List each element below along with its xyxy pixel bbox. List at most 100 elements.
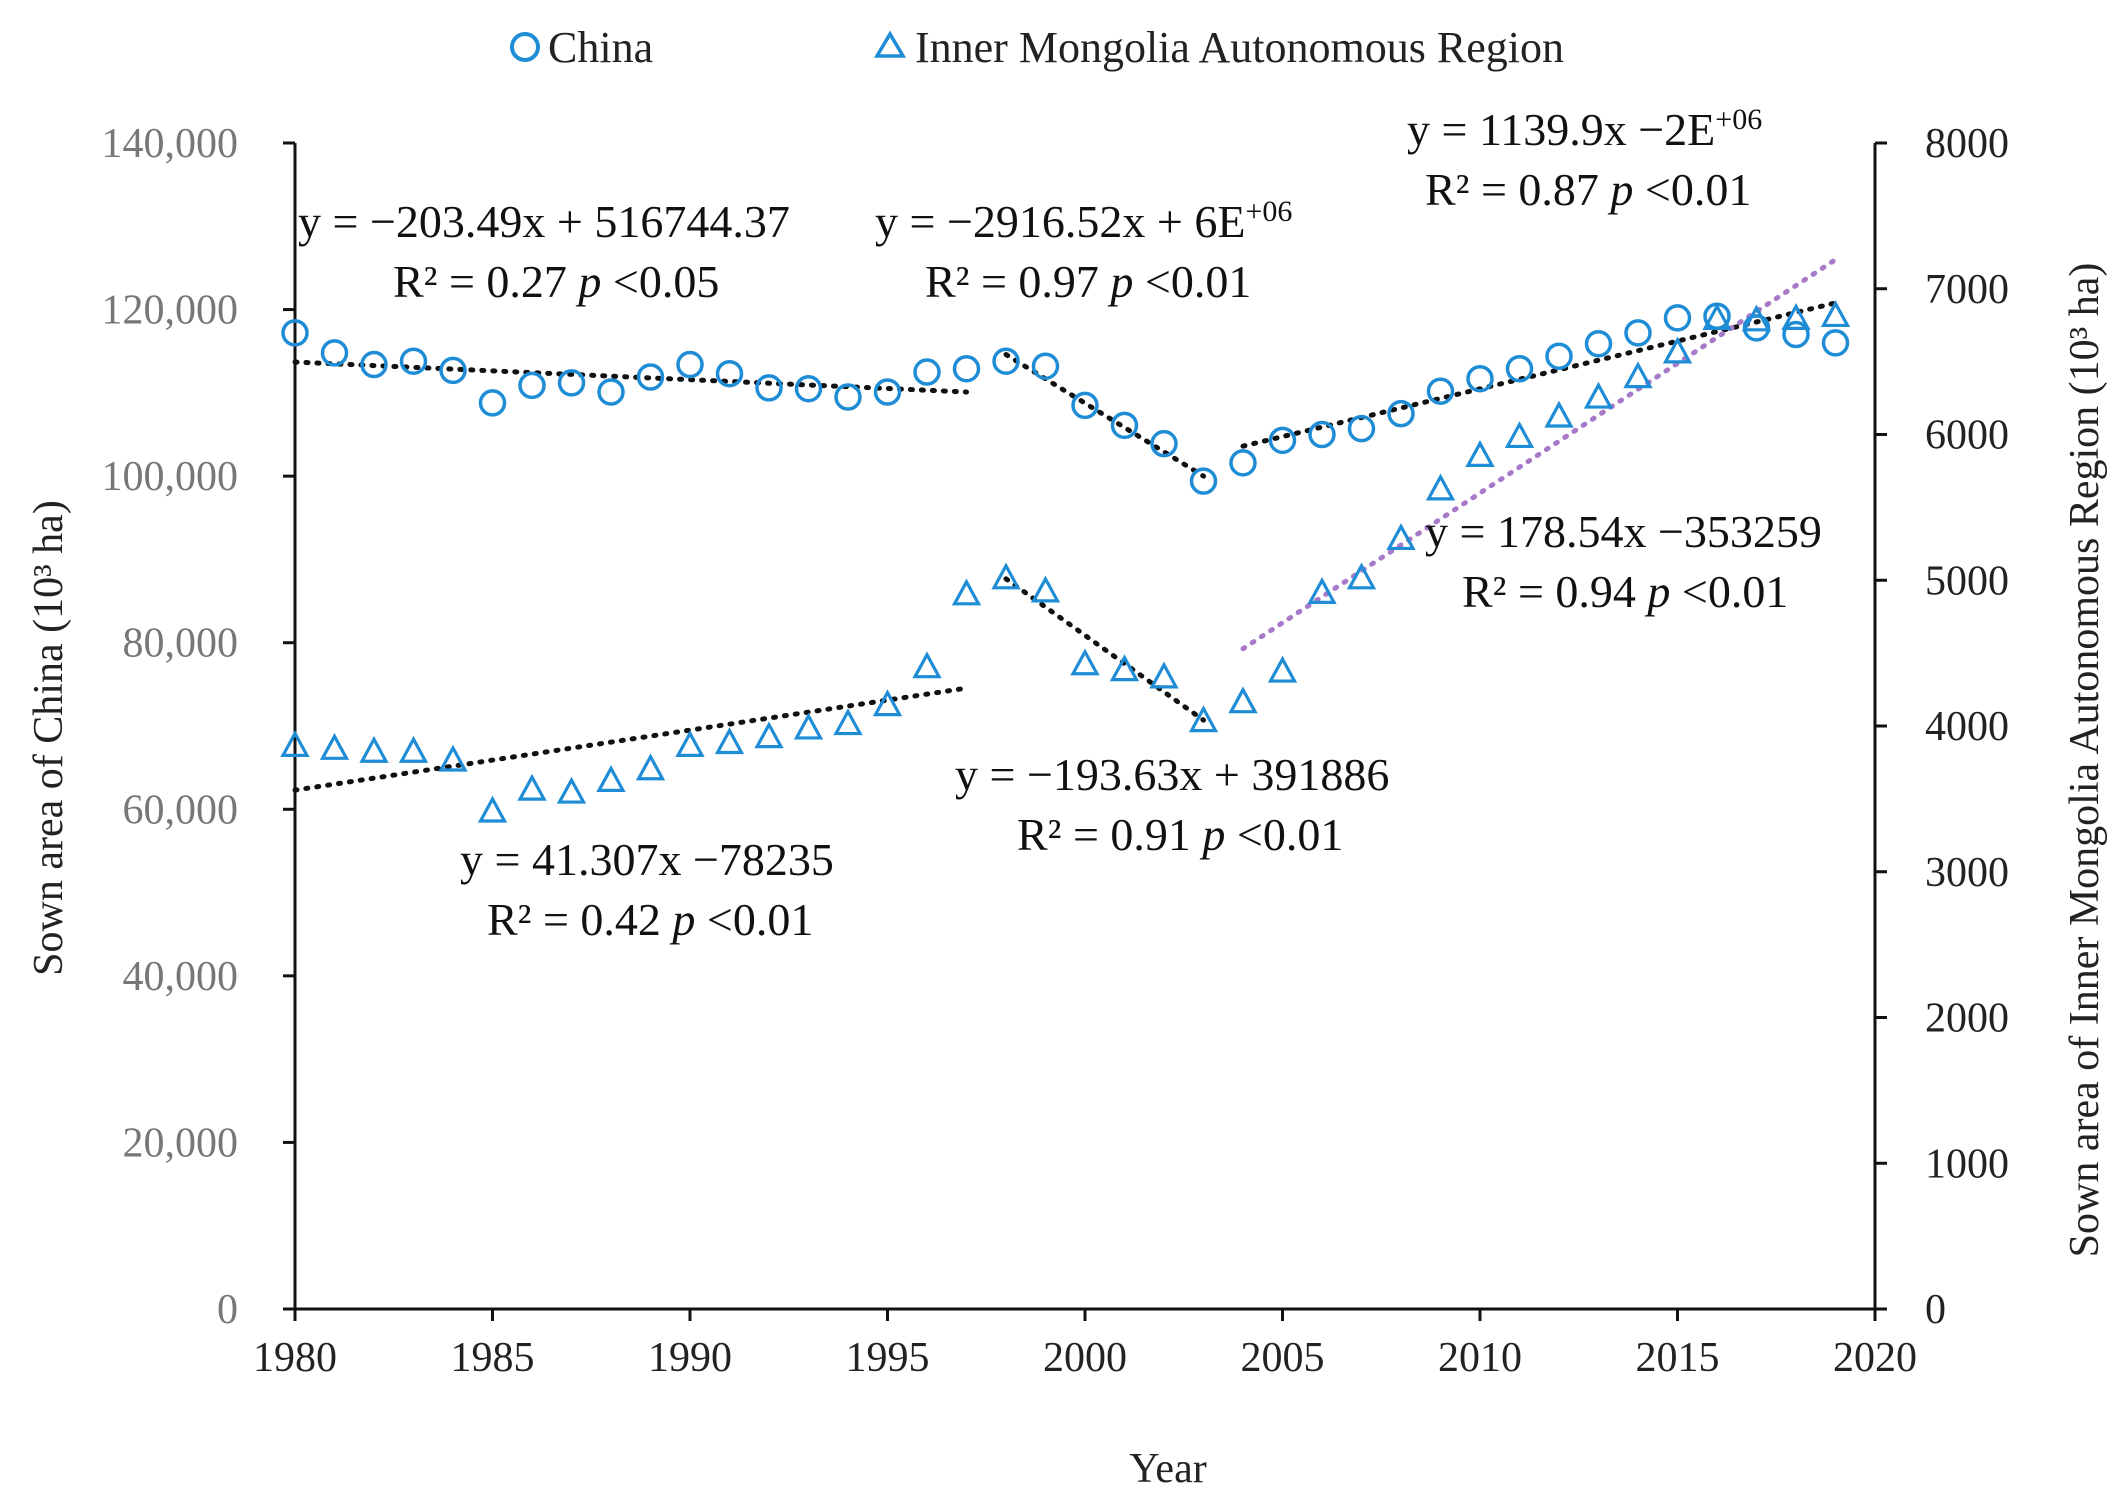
china-point	[1821, 329, 1850, 357]
inner-mongolia-point	[1820, 300, 1851, 328]
inner-mongolia-point	[951, 578, 982, 606]
y-left-tick-label: 60,000	[123, 787, 239, 833]
annotation-equation: y = 178.54x −353259	[1425, 506, 1822, 557]
x-tick-label: 1980	[253, 1335, 337, 1381]
inner-mongolia-point	[1425, 473, 1456, 501]
annotation-inner-mongolia-2004-2019: y = 178.54x −353259 R² = 0.94 p <0.01	[1425, 506, 1822, 617]
inner-mongolia-point	[1504, 421, 1535, 449]
annotation-china-1980-1997: y = −203.49x + 516744.37 R² = 0.27 p <0.…	[298, 196, 790, 307]
china-point	[913, 358, 941, 386]
inner-mongolia-point	[1386, 523, 1416, 551]
inner-mongolia-point	[1030, 575, 1061, 603]
inner-mongolia-point	[872, 689, 903, 717]
annotation-r2: R² = 0.94 p <0.01	[1462, 566, 1788, 617]
inner-mongolia-point	[1267, 655, 1298, 683]
legend: China Inner Mongolia Autonomous Region	[510, 23, 1564, 72]
y-right-ticks: 0 1000 2000 3000 4000 5000 6000 7000 8000	[1875, 121, 2009, 1333]
y-left-tick-label: 40,000	[123, 954, 239, 1000]
inner-mongolia-point	[1149, 661, 1179, 689]
trendline-inner-mongolia	[1003, 576, 1206, 723]
inner-mongolia-point	[833, 708, 863, 736]
x-tick-label: 2015	[1636, 1335, 1720, 1381]
y-right-tick-label: 1000	[1925, 1141, 2009, 1187]
china-point	[1387, 399, 1415, 428]
china-point	[1110, 411, 1139, 440]
inner-mongolia-point	[912, 651, 942, 679]
annotation-r2: R² = 0.87 p <0.01	[1425, 164, 1751, 215]
inner-mongolia-point	[635, 753, 666, 781]
trendline-inner-mongolia	[292, 685, 969, 793]
inner-mongolia-point	[1188, 705, 1219, 733]
legend-inner-mongolia-marker	[873, 30, 907, 58]
inner-mongolia-point	[793, 712, 824, 740]
china-point	[1031, 352, 1060, 380]
y-right-tick-label: 2000	[1925, 996, 2009, 1042]
china-point	[952, 354, 981, 383]
inner-mongolia-point	[1662, 336, 1693, 364]
x-tick-label: 1990	[648, 1335, 732, 1381]
inner-mongolia-point	[1741, 304, 1772, 332]
x-tick-label: 2020	[1833, 1335, 1917, 1381]
annotation-equation: y = 41.307x −78235	[460, 834, 834, 885]
y-right-tick-label: 4000	[1925, 704, 2009, 750]
china-point	[1663, 304, 1692, 332]
china-point	[557, 369, 586, 397]
china-point	[597, 378, 625, 406]
x-tick-label: 1995	[846, 1335, 930, 1381]
annotation-china-1998-2003: y = −2916.52x + 6E+06 R² = 0.97 p <0.01	[875, 195, 1292, 307]
legend-inner-mongolia-label: Inner Mongolia Autonomous Region	[915, 23, 1564, 72]
inner-mongolia-point	[596, 765, 626, 792]
china-point	[1466, 364, 1494, 393]
y-left-tick-label: 140,000	[102, 121, 239, 167]
china-point	[1229, 449, 1257, 477]
legend-china-label: China	[548, 23, 653, 72]
annotation-equation: y = 1139.9x −2E+06	[1407, 103, 1762, 155]
trendline-inner-mongolia	[1240, 257, 1838, 652]
series-inner-mongolia	[280, 300, 1851, 823]
inner-mongolia-point	[1465, 440, 1495, 467]
china-point	[1624, 319, 1652, 347]
y-left-tick-label: 100,000	[102, 454, 239, 500]
inner-mongolia-point	[438, 744, 468, 772]
y-left-tick-label: 20,000	[123, 1120, 239, 1166]
china-point	[1150, 429, 1178, 458]
inner-mongolia-point	[319, 732, 350, 760]
inner-mongolia-point	[714, 727, 745, 755]
y-left-tick-label: 0	[217, 1287, 238, 1333]
china-point	[873, 378, 902, 406]
x-tick-label: 1985	[451, 1335, 535, 1381]
inner-mongolia-point	[991, 562, 1021, 590]
y-left-ticks: 0 20,000 40,000 60,000 80,000 100,000 120,000 1…	[102, 121, 295, 1333]
y-right-tick-label: 7000	[1925, 267, 2009, 313]
inner-mongolia-point	[1109, 654, 1140, 682]
china-point	[1782, 320, 1810, 349]
annotation-r2: R² = 0.42 p <0.01	[487, 894, 813, 945]
annotation-r2: R² = 0.97 p <0.01	[925, 256, 1251, 307]
y-right-tick-label: 0	[1925, 1287, 1946, 1333]
inner-mongolia-point	[754, 721, 784, 749]
annotation-inner-mongolia-1980-1997: y = 41.307x −78235 R² = 0.42 p <0.01	[460, 834, 834, 945]
inner-mongolia-point	[398, 735, 429, 763]
china-point	[1071, 391, 1099, 420]
inner-mongolia-point	[359, 735, 389, 763]
china-point	[1584, 329, 1613, 358]
annotation-equation: y = −203.49x + 516744.37	[298, 196, 790, 247]
china-point	[439, 356, 467, 385]
china-point	[755, 374, 783, 402]
inner-mongolia-point	[1228, 686, 1258, 714]
china-point	[281, 319, 309, 347]
x-tick-label: 2010	[1438, 1335, 1522, 1381]
x-tick-label: 2005	[1241, 1335, 1325, 1381]
annotation-china-2004-2019: y = 1139.9x −2E+06 R² = 0.87 p <0.01	[1407, 103, 1762, 215]
inner-mongolia-point	[675, 730, 705, 758]
china-point	[715, 359, 744, 388]
annotation-inner-mongolia-1998-2003: y = −193.63x + 391886 R² = 0.91 p <0.01	[955, 749, 1389, 860]
china-point	[320, 339, 349, 367]
inner-mongolia-point	[280, 730, 310, 758]
legend-china-marker	[510, 32, 540, 62]
inner-mongolia-point	[556, 776, 587, 804]
china-point	[1426, 377, 1455, 405]
inner-mongolia-point	[517, 773, 547, 801]
